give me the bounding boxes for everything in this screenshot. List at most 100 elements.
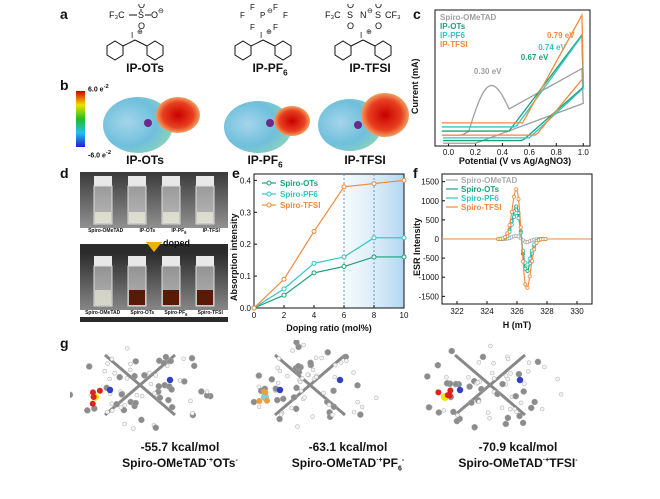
complex-pf6-energy: -63.1 kcal/mol <box>308 440 388 454</box>
carbon-atom <box>324 349 331 356</box>
hydrogen-atom <box>338 360 344 365</box>
hydrogen-atom <box>122 403 127 408</box>
hydrogen-atom <box>122 421 127 427</box>
carbon-atom <box>168 403 176 411</box>
hydrogen-atom <box>485 410 491 415</box>
hydrogen-atom <box>118 405 124 410</box>
hydrogen-atom <box>275 380 281 386</box>
panel-label-a: a <box>60 6 68 22</box>
vial-solution <box>129 212 145 223</box>
absorption-y-tick-label: 0.3 <box>240 208 252 217</box>
hydrogen-atom <box>276 356 282 361</box>
cv-legend-item-1: IP-OTs <box>440 22 466 31</box>
absorption-x-tick-label: 0 <box>252 311 257 320</box>
hydrogen-atom <box>310 414 315 419</box>
carbon-atom <box>471 424 478 431</box>
ots-cation-structure: I ⊕ <box>106 29 164 61</box>
absorption-point <box>401 177 407 183</box>
carbon-atom <box>512 392 520 400</box>
hydrogen-atom <box>105 361 110 366</box>
vial-label-bottom-0: Spiro-OMeTAD <box>85 310 121 316</box>
svg-text:O: O <box>375 21 382 31</box>
esr-point <box>503 235 508 240</box>
panel-b-esp-maps <box>76 91 409 153</box>
carbon-atom <box>290 394 298 401</box>
hydrogen-atom <box>134 392 140 398</box>
hydrogen-atom <box>351 370 356 375</box>
cv-x-tick-label: 0.8 <box>551 148 563 157</box>
absorption-point <box>371 181 377 187</box>
absorption-point <box>401 235 407 241</box>
absorption-y-tick-label: 0.0 <box>240 304 252 313</box>
carbon-atom <box>435 409 443 416</box>
photo-separator <box>80 234 228 244</box>
carbon-atom <box>138 416 145 424</box>
hydrogen-atom <box>124 376 130 381</box>
hydrogen-atom <box>476 360 482 365</box>
hydrogen-atom <box>488 343 493 349</box>
panel-label-e: e <box>232 165 240 181</box>
vial-labels-top: Spiro-OMeTAD IP-OTs IP-PF6 IP-TFSI <box>80 228 228 235</box>
complex-pf6-anion: PF <box>382 456 398 470</box>
esr-point <box>521 259 526 264</box>
esr-ticks: 322 324 326 328 330 -1500 -1000 -500 0 500 1000 150… <box>419 178 585 316</box>
hydrogen-atom <box>107 376 112 382</box>
carbon-atom <box>519 419 527 427</box>
hydrogen-atom <box>319 355 324 361</box>
panel-f-esr-chart: 322 324 326 328 330 -1500 -1000 -500 0 500 1000 150… <box>412 173 593 330</box>
svg-text:F₃C: F₃C <box>325 10 341 20</box>
vial-solution <box>163 290 179 305</box>
complex-ots-formula: Spiro-OMeTAD·+OTs- <box>90 454 270 470</box>
svg-text:⊖: ⊖ <box>367 8 373 15</box>
esr-point <box>514 210 519 215</box>
vial-label-bottom-2: Spiro-PF6 <box>164 310 187 317</box>
absorption-point <box>281 276 287 282</box>
carbon-atom <box>499 380 506 388</box>
esr-series <box>442 187 592 290</box>
hydrogen-atom <box>146 370 152 376</box>
carbon-atom <box>424 373 431 380</box>
hydrogen-atom <box>489 370 495 376</box>
absorption-x-tick-label: 8 <box>372 311 377 320</box>
svg-text:O: O <box>151 10 158 20</box>
carbon-atom <box>165 396 172 404</box>
esr-point <box>523 282 528 287</box>
carbon-atom <box>357 411 364 418</box>
hydrogen-atom <box>542 364 547 370</box>
svg-text:F: F <box>250 4 255 12</box>
esr-point <box>530 259 535 264</box>
complex-pf6-name: Spiro-OMeTAD <box>291 456 377 470</box>
hydrogen-atom <box>181 356 186 362</box>
esp-map-ip-ots <box>103 97 200 153</box>
carbon-atom <box>132 399 139 407</box>
esr-point <box>525 285 530 290</box>
anion-atom <box>435 389 442 396</box>
esr-x-tick-label: 328 <box>540 307 554 316</box>
esr-y-tick-label: 1000 <box>421 197 439 206</box>
carbon-atom <box>141 372 148 379</box>
carbon-atom <box>85 363 93 370</box>
complex-pf6-caption: -63.1 kcal/mol Spiro-OMeTAD·+PF6- <box>258 440 438 476</box>
carbon-atom <box>478 385 485 393</box>
absorption-plot-frame <box>253 173 405 309</box>
svg-text:I: I <box>360 31 362 40</box>
carbon-atom <box>531 398 538 406</box>
hydrogen-atom <box>204 389 210 394</box>
esr-point <box>514 204 519 209</box>
complex-tfsi-name: Spiro-OMeTAD <box>458 456 543 470</box>
hydrogen-atom <box>301 342 306 348</box>
svg-text:O: O <box>138 4 145 10</box>
esr-x-axis-label: H (mT) <box>503 320 532 330</box>
esr-point <box>516 197 521 202</box>
carbon-atom <box>502 420 510 428</box>
cv-x-tick-label: 0.2 <box>470 148 482 157</box>
cv-legend-item-3: IP-TFSI <box>440 40 468 49</box>
esr-point <box>505 231 510 236</box>
absorption-x-tick-label: 4 <box>312 311 317 320</box>
hydrogen-atom <box>131 426 136 431</box>
svg-text:O: O <box>347 4 354 10</box>
hydrogen-atom <box>105 409 110 415</box>
absorption-legend: Spiro-OTs Spiro-PF6 Spiro-TFSI <box>262 179 320 210</box>
absorption-line-1 <box>253 237 404 309</box>
carbon-atom <box>479 353 487 361</box>
